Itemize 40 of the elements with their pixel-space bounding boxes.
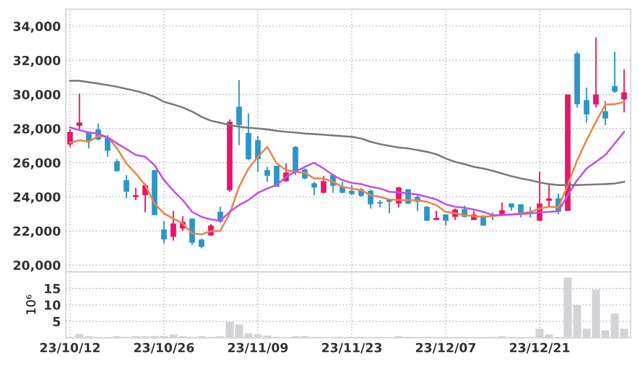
y-tick-label: 24,000 [14,192,60,204]
candlestick [114,158,120,172]
x-tick-label: 23/11/23 [322,342,382,354]
candlestick [76,92,82,131]
candlestick [584,86,590,124]
candlestick [264,166,270,183]
candlestick [424,205,430,222]
candlestick [132,187,139,201]
candlestick [593,36,599,108]
y-tick-label: 22,000 [14,226,60,238]
candlestick [198,238,204,250]
candlestick [612,51,618,94]
candlestick [236,79,242,146]
y-tick-label: 32,000 [14,56,60,67]
candlestick [67,128,73,148]
x-tick-label: 23/10/12 [40,342,100,354]
candlestick [546,184,552,208]
x-tick-label: 23/12/07 [416,342,476,354]
y-tick-label: 10 [44,300,60,310]
candlestick [348,184,355,196]
y-tick-label: 15 [44,284,60,294]
candlestick [311,181,318,196]
x-tick-label: 23/11/09 [228,342,288,354]
candlestick [170,210,176,242]
line-series [69,80,626,186]
x-tick-label: 23/10/26 [134,342,194,354]
y-axis-title: 10⁶ [26,294,36,314]
y-tick-label: 28,000 [14,124,60,136]
candlestick [602,100,608,126]
candlestick [124,174,130,200]
line-series [69,126,626,222]
y-tick-label: 30,000 [14,90,60,101]
candlestick [621,68,627,114]
y-tick-label: 26,000 [14,158,60,170]
y-tick-label: 20,000 [14,260,60,272]
candlestick [161,220,167,244]
y-tick-label: 5 [53,316,60,326]
candlestick [320,175,326,194]
x-tick-label: 23/12/21 [510,342,570,354]
y-tick-label: 34,000 [14,22,60,33]
